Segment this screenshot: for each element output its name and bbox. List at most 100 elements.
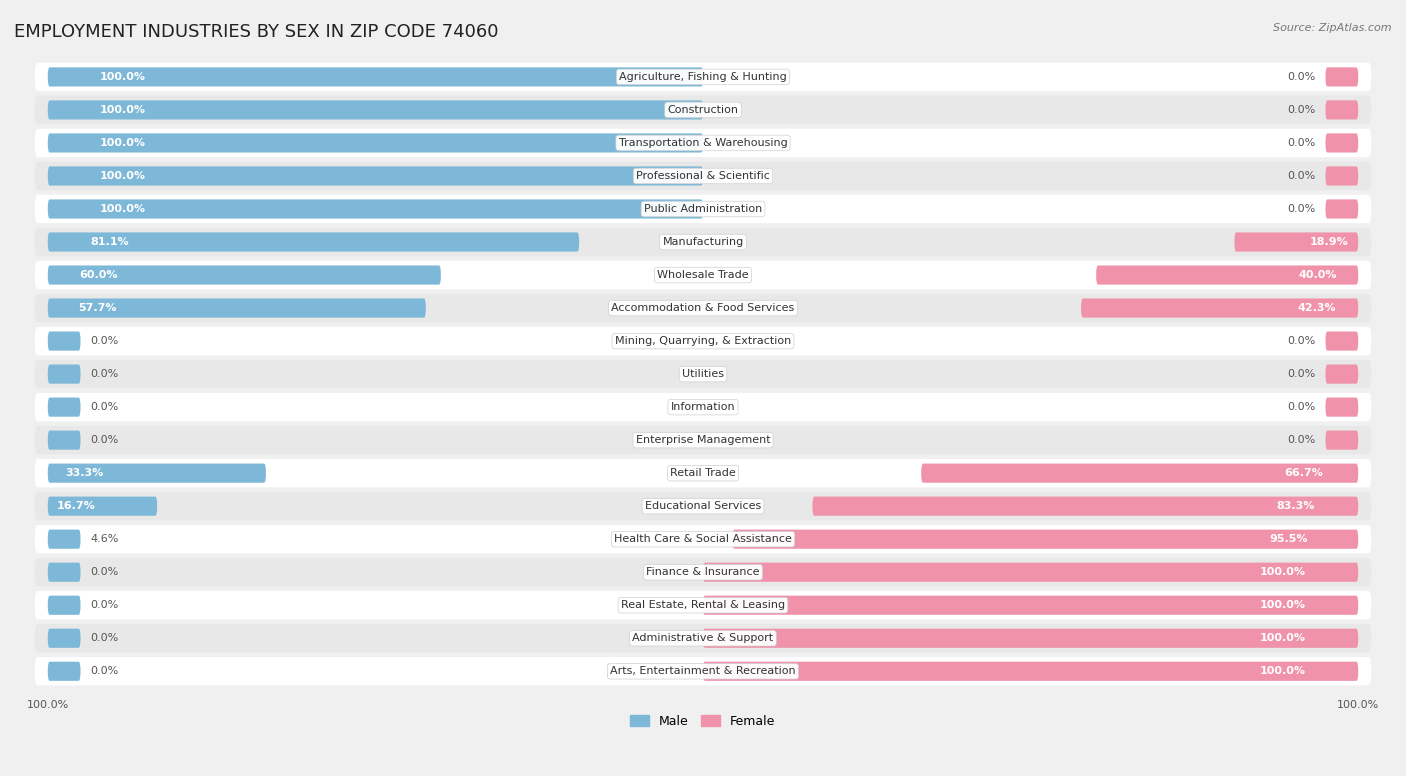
Text: 0.0%: 0.0%	[90, 567, 118, 577]
FancyBboxPatch shape	[1326, 431, 1358, 450]
Text: 0.0%: 0.0%	[1288, 105, 1316, 115]
FancyBboxPatch shape	[35, 393, 1371, 421]
Text: 95.5%: 95.5%	[1270, 534, 1308, 544]
Text: 0.0%: 0.0%	[1288, 435, 1316, 445]
Text: 42.3%: 42.3%	[1298, 303, 1336, 313]
Text: 100.0%: 100.0%	[100, 138, 146, 148]
Text: 0.0%: 0.0%	[1288, 204, 1316, 214]
FancyBboxPatch shape	[1326, 68, 1358, 86]
Text: 57.7%: 57.7%	[77, 303, 117, 313]
FancyBboxPatch shape	[1326, 166, 1358, 185]
FancyBboxPatch shape	[48, 166, 703, 185]
Text: Mining, Quarrying, & Extraction: Mining, Quarrying, & Extraction	[614, 336, 792, 346]
FancyBboxPatch shape	[1326, 199, 1358, 219]
FancyBboxPatch shape	[48, 629, 80, 648]
Text: 0.0%: 0.0%	[1288, 72, 1316, 82]
Text: 40.0%: 40.0%	[1299, 270, 1337, 280]
FancyBboxPatch shape	[733, 529, 1358, 549]
FancyBboxPatch shape	[48, 563, 80, 582]
FancyBboxPatch shape	[1081, 299, 1358, 317]
Text: Public Administration: Public Administration	[644, 204, 762, 214]
Text: Wholesale Trade: Wholesale Trade	[657, 270, 749, 280]
FancyBboxPatch shape	[48, 497, 157, 516]
Text: 66.7%: 66.7%	[1285, 468, 1323, 478]
FancyBboxPatch shape	[48, 529, 80, 549]
FancyBboxPatch shape	[703, 563, 1358, 582]
FancyBboxPatch shape	[35, 129, 1371, 158]
Text: Arts, Entertainment & Recreation: Arts, Entertainment & Recreation	[610, 667, 796, 676]
Legend: Male, Female: Male, Female	[626, 710, 780, 733]
Text: Source: ZipAtlas.com: Source: ZipAtlas.com	[1274, 23, 1392, 33]
FancyBboxPatch shape	[48, 299, 426, 317]
Text: Accommodation & Food Services: Accommodation & Food Services	[612, 303, 794, 313]
Text: 83.3%: 83.3%	[1277, 501, 1315, 511]
FancyBboxPatch shape	[921, 463, 1358, 483]
FancyBboxPatch shape	[35, 195, 1371, 223]
Text: 0.0%: 0.0%	[90, 369, 118, 379]
FancyBboxPatch shape	[35, 525, 1371, 553]
FancyBboxPatch shape	[703, 596, 1358, 615]
FancyBboxPatch shape	[1326, 133, 1358, 153]
FancyBboxPatch shape	[35, 657, 1371, 685]
Text: 4.6%: 4.6%	[90, 534, 118, 544]
FancyBboxPatch shape	[35, 261, 1371, 289]
FancyBboxPatch shape	[35, 459, 1371, 487]
Text: Enterprise Management: Enterprise Management	[636, 435, 770, 445]
FancyBboxPatch shape	[48, 199, 703, 219]
Text: 0.0%: 0.0%	[90, 435, 118, 445]
Text: 33.3%: 33.3%	[65, 468, 104, 478]
Text: 100.0%: 100.0%	[100, 105, 146, 115]
FancyBboxPatch shape	[1234, 233, 1358, 251]
FancyBboxPatch shape	[48, 233, 579, 251]
Text: 100.0%: 100.0%	[1260, 667, 1306, 676]
FancyBboxPatch shape	[48, 365, 80, 383]
Text: Construction: Construction	[668, 105, 738, 115]
Text: Manufacturing: Manufacturing	[662, 237, 744, 247]
Text: 100.0%: 100.0%	[100, 72, 146, 82]
Text: Administrative & Support: Administrative & Support	[633, 633, 773, 643]
Text: Professional & Scientific: Professional & Scientific	[636, 171, 770, 181]
Text: 0.0%: 0.0%	[90, 402, 118, 412]
Text: 0.0%: 0.0%	[90, 667, 118, 676]
FancyBboxPatch shape	[1326, 365, 1358, 383]
Text: 0.0%: 0.0%	[1288, 336, 1316, 346]
FancyBboxPatch shape	[48, 463, 266, 483]
Text: 0.0%: 0.0%	[90, 633, 118, 643]
FancyBboxPatch shape	[703, 629, 1358, 648]
FancyBboxPatch shape	[48, 265, 441, 285]
Text: 100.0%: 100.0%	[100, 171, 146, 181]
Text: 100.0%: 100.0%	[100, 204, 146, 214]
FancyBboxPatch shape	[813, 497, 1358, 516]
FancyBboxPatch shape	[35, 228, 1371, 256]
FancyBboxPatch shape	[35, 294, 1371, 322]
Text: Real Estate, Rental & Leasing: Real Estate, Rental & Leasing	[621, 600, 785, 610]
FancyBboxPatch shape	[1097, 265, 1358, 285]
FancyBboxPatch shape	[48, 431, 80, 450]
FancyBboxPatch shape	[35, 63, 1371, 91]
Text: 60.0%: 60.0%	[79, 270, 118, 280]
FancyBboxPatch shape	[703, 662, 1358, 681]
FancyBboxPatch shape	[35, 161, 1371, 190]
Text: 100.0%: 100.0%	[1260, 567, 1306, 577]
FancyBboxPatch shape	[48, 331, 80, 351]
Text: Retail Trade: Retail Trade	[671, 468, 735, 478]
Text: Utilities: Utilities	[682, 369, 724, 379]
Text: EMPLOYMENT INDUSTRIES BY SEX IN ZIP CODE 74060: EMPLOYMENT INDUSTRIES BY SEX IN ZIP CODE…	[14, 23, 499, 41]
Text: 16.7%: 16.7%	[56, 501, 96, 511]
FancyBboxPatch shape	[35, 591, 1371, 619]
Text: 100.0%: 100.0%	[1260, 633, 1306, 643]
Text: 0.0%: 0.0%	[1288, 171, 1316, 181]
Text: 0.0%: 0.0%	[90, 600, 118, 610]
FancyBboxPatch shape	[1326, 397, 1358, 417]
Text: 81.1%: 81.1%	[90, 237, 129, 247]
FancyBboxPatch shape	[35, 558, 1371, 587]
Text: 0.0%: 0.0%	[1288, 402, 1316, 412]
Text: Educational Services: Educational Services	[645, 501, 761, 511]
FancyBboxPatch shape	[48, 662, 80, 681]
FancyBboxPatch shape	[48, 68, 703, 86]
Text: Health Care & Social Assistance: Health Care & Social Assistance	[614, 534, 792, 544]
FancyBboxPatch shape	[35, 624, 1371, 653]
Text: 100.0%: 100.0%	[1260, 600, 1306, 610]
Text: 0.0%: 0.0%	[1288, 369, 1316, 379]
FancyBboxPatch shape	[48, 100, 703, 120]
